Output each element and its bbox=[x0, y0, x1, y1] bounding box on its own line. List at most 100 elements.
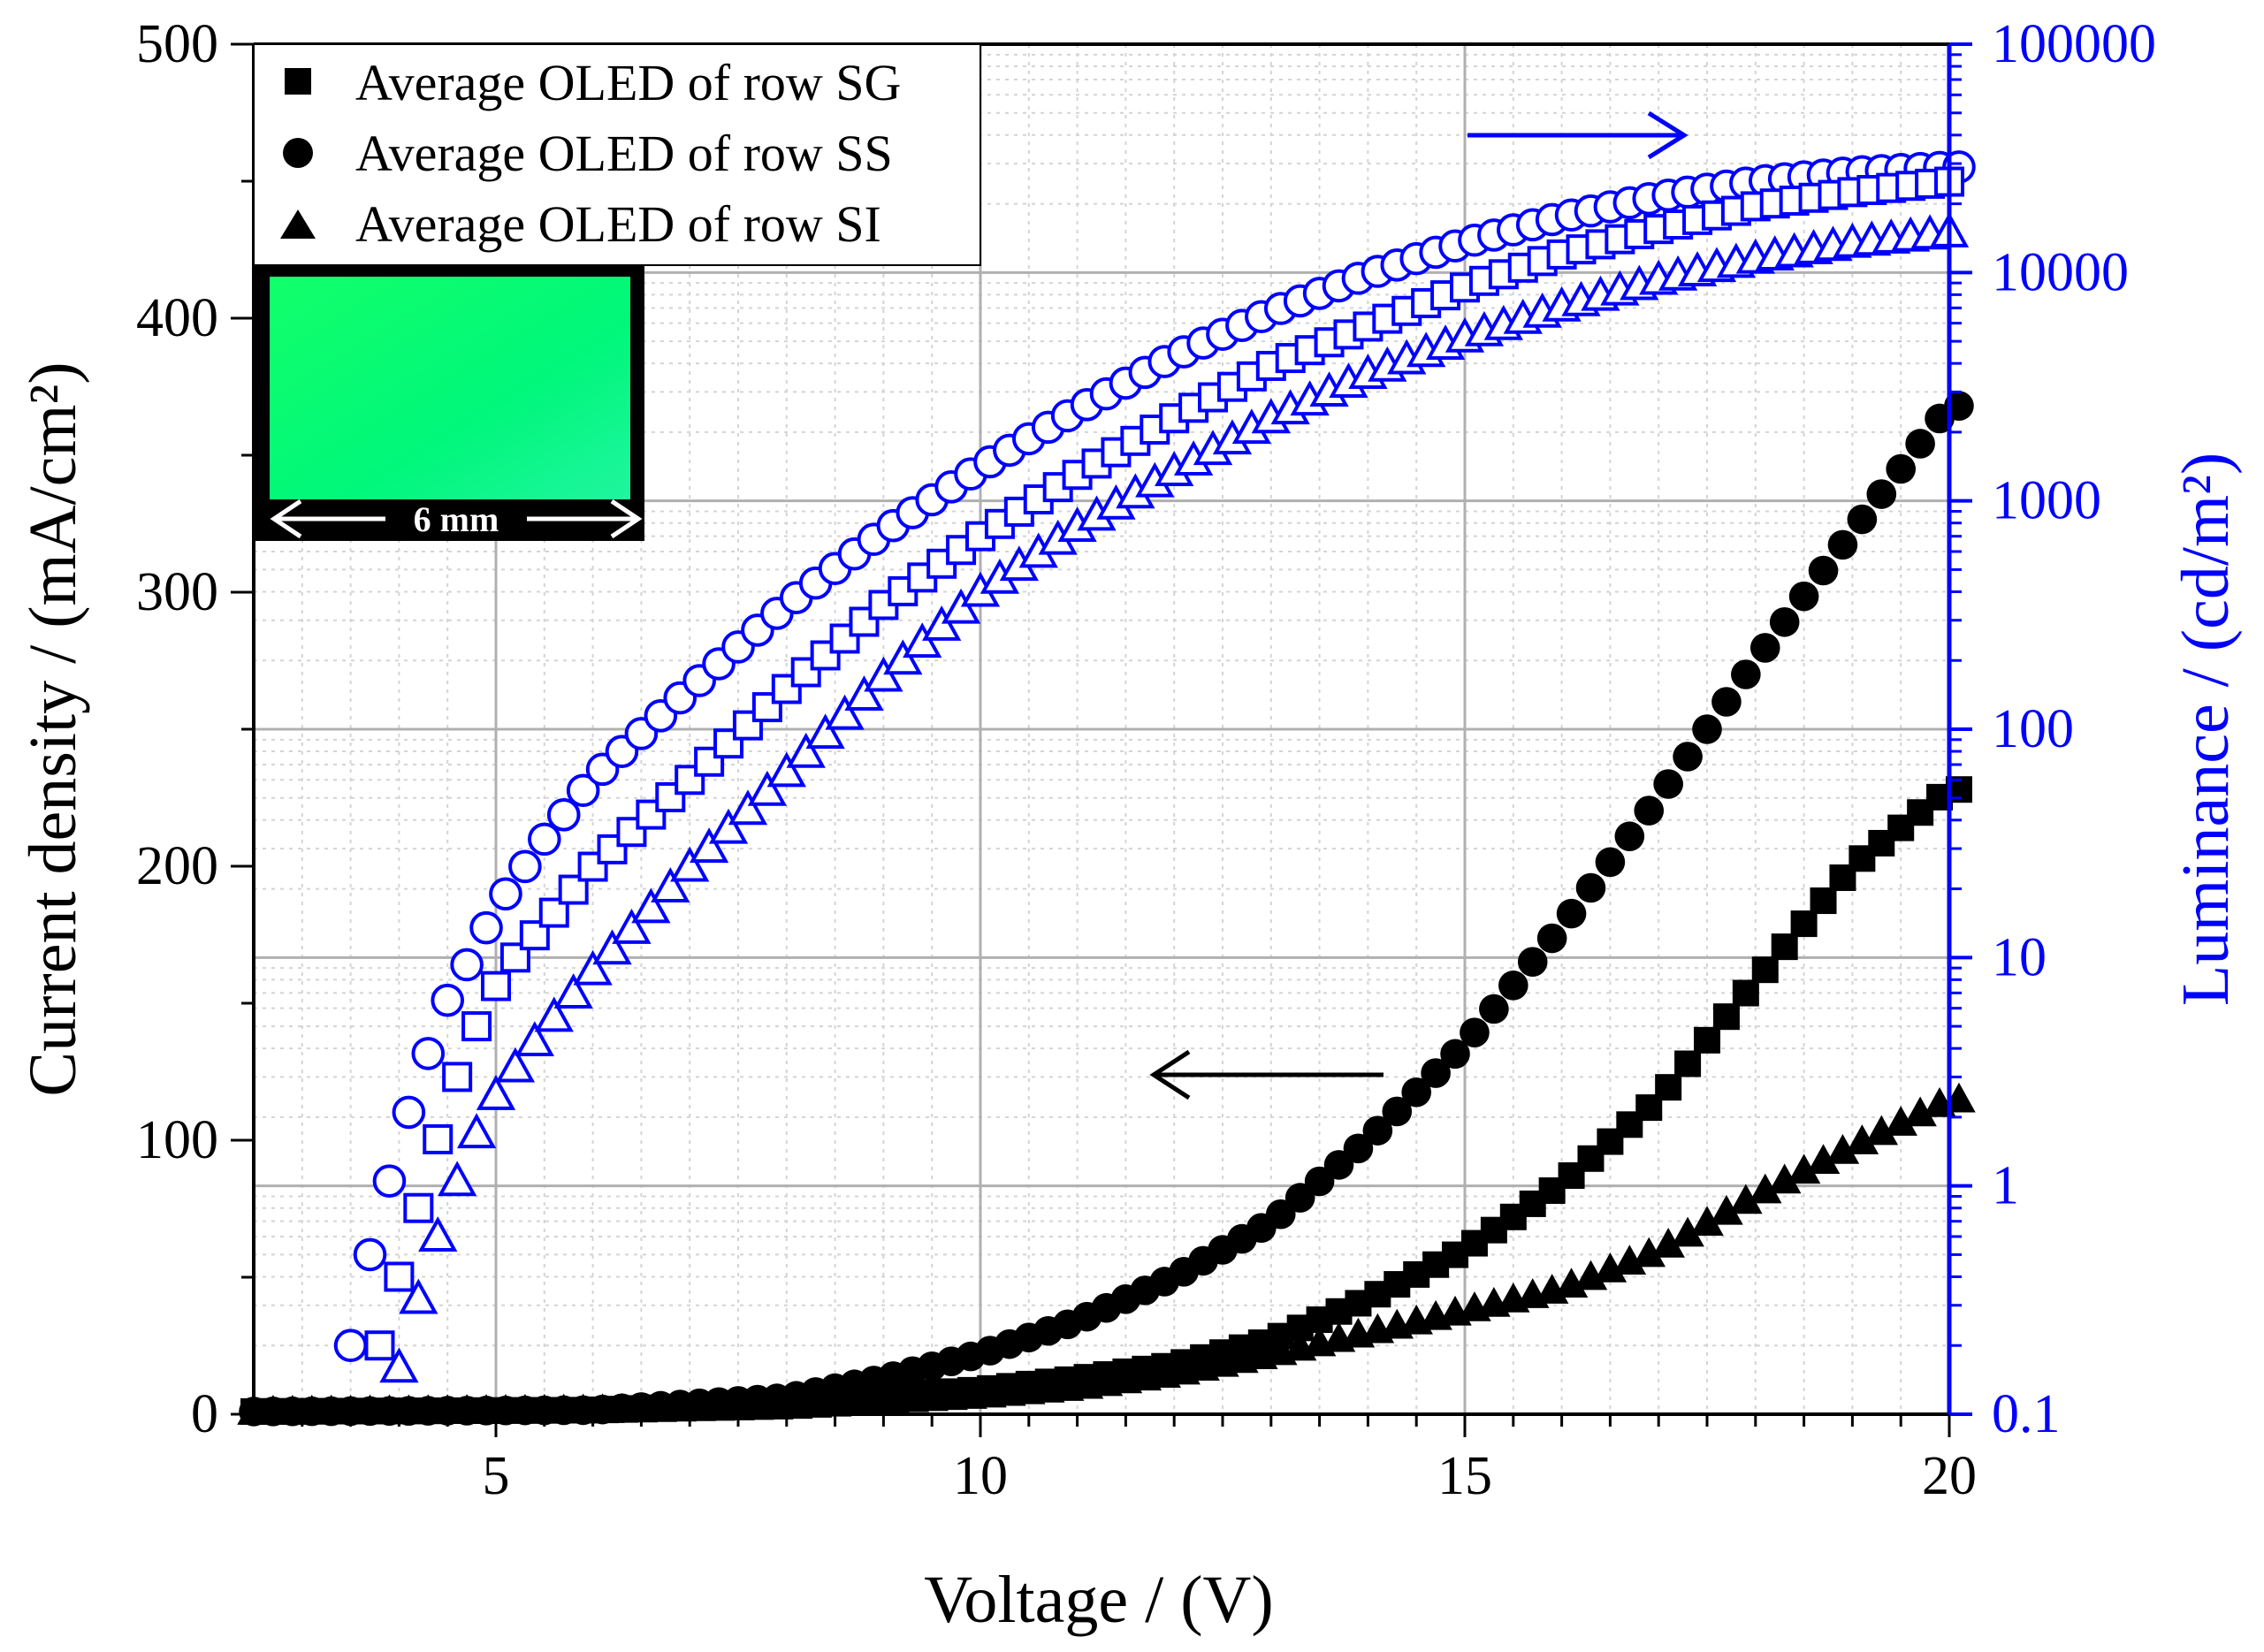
legend-box bbox=[253, 43, 981, 266]
luminance-point-triangle bbox=[456, 1113, 497, 1149]
current-density-series-circle bbox=[239, 391, 1974, 1427]
luminance-point-square bbox=[403, 1192, 434, 1223]
current-density-point-circle bbox=[1788, 581, 1819, 612]
legend-triangle-icon bbox=[280, 209, 316, 239]
current-density-point-square bbox=[1674, 1050, 1702, 1077]
luminance-point-square bbox=[732, 710, 763, 741]
luminance-point-triangle bbox=[631, 887, 671, 924]
legend-label-sg: Average OLED of row SG bbox=[355, 54, 901, 111]
current-density-point-circle bbox=[1595, 847, 1626, 878]
current-density-point-triangle bbox=[1845, 1124, 1879, 1154]
current-density-point-circle bbox=[1284, 1183, 1315, 1213]
current-density-point-square bbox=[1751, 956, 1779, 984]
current-density-point-circle bbox=[1808, 555, 1839, 586]
x-tick-label: 20 bbox=[1922, 1446, 1977, 1506]
current-density-point-circle bbox=[1847, 504, 1878, 535]
luminance-point-triangle bbox=[476, 1074, 516, 1110]
current-density-point-circle bbox=[1692, 714, 1722, 744]
legend-label-ss: Average OLED of row SS bbox=[355, 125, 893, 182]
luminance-point-square bbox=[790, 657, 821, 688]
current-density-point-triangle bbox=[1884, 1106, 1917, 1136]
luminance-axis-arrow bbox=[1467, 110, 1688, 160]
current-density-point-circle bbox=[1575, 872, 1606, 903]
luminance-point-square bbox=[461, 1011, 492, 1042]
current-density-point-triangle bbox=[1787, 1153, 1821, 1184]
current-density-point-circle bbox=[1421, 1058, 1451, 1088]
luminance-point-circle bbox=[546, 798, 581, 832]
luminance-point-triangle bbox=[515, 1021, 554, 1057]
current-density-point-circle bbox=[1634, 796, 1665, 826]
luminance-point-triangle bbox=[825, 694, 865, 730]
luminance-point-square bbox=[597, 834, 628, 864]
luminance-point-square bbox=[751, 692, 782, 723]
current-density-point-triangle bbox=[1574, 1260, 1608, 1290]
luminance-point-triangle bbox=[495, 1047, 536, 1083]
legend-label-si: Average OLED of row SI bbox=[355, 195, 881, 253]
luminance-point-triangle bbox=[844, 675, 884, 712]
y-right-tick-label: 100000 bbox=[1992, 14, 2156, 74]
y-right-tick-label: 1000 bbox=[1992, 471, 2101, 531]
current-density-point-circle bbox=[1401, 1077, 1431, 1108]
current-density-point-circle bbox=[1749, 633, 1780, 663]
current-density-point-circle bbox=[1673, 742, 1703, 772]
series-layer bbox=[237, 150, 1976, 1427]
luminance-point-triangle bbox=[883, 639, 923, 675]
current-density-point-circle bbox=[1711, 687, 1742, 717]
luminance-point-circle bbox=[469, 910, 503, 945]
current-density-point-square bbox=[1694, 1026, 1720, 1054]
luminance-point-triangle bbox=[747, 770, 788, 806]
current-density-point-triangle bbox=[1749, 1173, 1782, 1204]
luminance-point-square bbox=[442, 1062, 473, 1092]
luminance-point-triangle bbox=[903, 622, 942, 659]
luminance-point-triangle bbox=[438, 1161, 477, 1197]
legend-square-icon bbox=[285, 68, 311, 95]
current-density-point-circle bbox=[1440, 1039, 1470, 1070]
inset-scale-arrow bbox=[270, 499, 643, 540]
current-density-series-square bbox=[240, 776, 1972, 1425]
current-density-point-triangle bbox=[1632, 1237, 1666, 1268]
luminance-point-circle bbox=[508, 849, 542, 884]
luminance-point-triangle bbox=[553, 973, 593, 1009]
y-tick-label: 500 bbox=[136, 14, 218, 74]
current-density-point-square bbox=[1771, 933, 1798, 961]
current-density-point-circle bbox=[1265, 1199, 1296, 1229]
inset-device-photo: 6 mm bbox=[254, 265, 644, 541]
luminance-point-circle bbox=[566, 773, 600, 808]
current-density-point-circle bbox=[1323, 1150, 1354, 1180]
current-density-point-circle bbox=[1517, 947, 1548, 977]
luminance-point-triangle bbox=[379, 1347, 419, 1383]
current-density-point-circle bbox=[1498, 971, 1528, 1001]
legend-circle-icon bbox=[283, 138, 313, 168]
y-axis-title: Current density / (mA/cm²) bbox=[16, 362, 90, 1096]
luminance-point-triangle bbox=[573, 949, 613, 986]
current-density-point-circle bbox=[1382, 1096, 1413, 1127]
y-tick-label: 0 bbox=[191, 1384, 218, 1444]
luminance-point-triangle bbox=[651, 867, 690, 902]
luminance-point-triangle bbox=[941, 588, 981, 624]
current-density-point-triangle bbox=[1729, 1184, 1763, 1214]
luminance-point-square bbox=[364, 1330, 395, 1361]
current-density-point-circle bbox=[1343, 1133, 1374, 1164]
luminance-point-triangle bbox=[399, 1278, 438, 1314]
x-tick-label: 15 bbox=[1437, 1446, 1492, 1506]
current-density-point-triangle bbox=[1806, 1144, 1841, 1174]
y-right-tick-label: 1 bbox=[1992, 1156, 2019, 1216]
current-density-point-triangle bbox=[1651, 1228, 1685, 1258]
y-right-tick-label: 100 bbox=[1992, 699, 2074, 759]
current-density-point-circle bbox=[1460, 1017, 1490, 1047]
luminance-point-triangle bbox=[592, 929, 632, 965]
luminance-point-square bbox=[423, 1123, 454, 1154]
current-density-point-square bbox=[1655, 1074, 1682, 1101]
inset-scale-label: 6 mm bbox=[414, 499, 499, 539]
luminance-point-square bbox=[538, 897, 569, 928]
luminance-point-triangle bbox=[786, 732, 826, 768]
y-right-axis-title: Luminance / (cd/m²) bbox=[2169, 453, 2243, 1006]
luminance-point-circle bbox=[372, 1164, 407, 1198]
luminance-series-triangle bbox=[379, 211, 1970, 1383]
current-density-point-square bbox=[1732, 979, 1759, 1007]
current-density-point-circle bbox=[1886, 453, 1916, 484]
luminance-point-square bbox=[384, 1261, 415, 1292]
luminance-point-square bbox=[519, 920, 550, 951]
luminance-point-circle bbox=[431, 983, 465, 1017]
